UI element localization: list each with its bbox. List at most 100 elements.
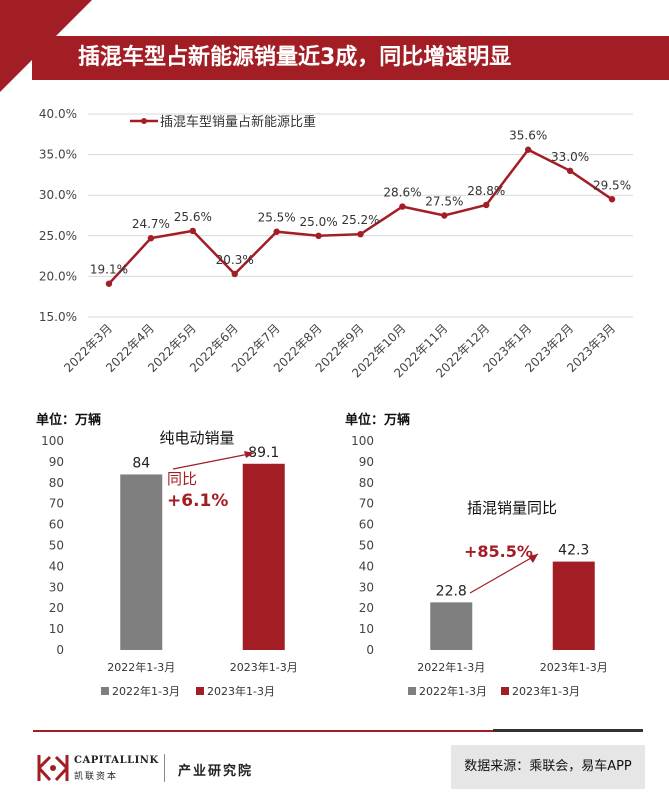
legend-swatch-2022 [101, 687, 109, 695]
bev-growth-label-line2: +6.1% [167, 491, 228, 511]
data-label: 25.6% [174, 210, 212, 224]
x-tick-label: 2023年1-3月 [230, 660, 298, 674]
data-point [357, 230, 364, 238]
growth-arrow [172, 452, 255, 470]
footer-divider [33, 730, 493, 732]
legend-label: 插混车型销量占新能源比重 [160, 114, 316, 130]
y-tick-label: 70 [359, 497, 374, 511]
bar [430, 602, 473, 650]
y-tick-label: 10 [49, 622, 64, 636]
legend-swatch-2022 [408, 687, 416, 695]
bar [242, 463, 285, 650]
data-label: 29.5% [593, 178, 631, 192]
data-point [483, 201, 490, 209]
logo-separator [164, 754, 165, 782]
data-point [105, 280, 113, 287]
data-source: 数据来源：乘联会，易车APP [451, 745, 645, 789]
data-point [399, 203, 406, 210]
legend-label-2023: 2023年1-3月 [512, 684, 580, 698]
bar-value-label: 84 [132, 455, 150, 471]
y-tick-label: 25.0% [39, 229, 77, 243]
phev-growth-label: +85.5% [464, 542, 533, 561]
growth-arrowhead [528, 554, 538, 563]
data-point [524, 146, 532, 153]
x-tick-label: 2023年1-3月 [540, 660, 608, 674]
data-label: 35.6% [509, 129, 547, 143]
legend: 插混车型销量占新能源比重 [130, 114, 316, 130]
y-tick-label: 20.0% [39, 269, 77, 283]
legend-swatch-2023 [196, 687, 204, 695]
right-unit-label: 单位：万辆 [345, 413, 411, 428]
y-tick-label: 30 [359, 580, 374, 594]
y-tick-label: 0 [56, 643, 64, 657]
logo-cn: 凯联资本 [74, 772, 119, 782]
data-point [566, 167, 574, 175]
legend-swatch-2023 [501, 687, 509, 695]
legend-label-2022: 2022年1-3月 [112, 684, 180, 698]
bev-growth-label-line1: 同比 [167, 470, 197, 488]
data-point [608, 196, 616, 203]
data-point [273, 228, 280, 235]
y-tick-label: 40 [49, 559, 64, 573]
data-point [147, 235, 155, 242]
y-tick-label: 20 [359, 601, 374, 615]
legend: 2022年1-3月 2023年1-3月 [101, 684, 275, 698]
y-tick-label: 15.0% [39, 310, 77, 324]
data-label: 28.6% [383, 186, 421, 200]
y-tick-label: 35.0% [39, 148, 77, 162]
data-label: 25.0% [300, 215, 338, 229]
phev-chart-title: 插混销量同比 [467, 499, 557, 517]
data-point [441, 212, 448, 219]
dept-name: 产业研究院 [178, 764, 254, 779]
y-tick-label: 100 [41, 434, 64, 448]
y-tick-label: 80 [359, 476, 374, 490]
left-unit-label: 单位：万辆 [36, 413, 102, 428]
growth-arrowhead [244, 451, 254, 458]
data-point [231, 270, 238, 278]
y-tick-label: 40.0% [39, 107, 77, 121]
data-point [189, 227, 197, 235]
y-tick-label: 60 [49, 518, 64, 532]
footer-divider-dark [493, 729, 643, 732]
legend-label-2023: 2023年1-3月 [207, 684, 275, 698]
data-label: 19.1% [90, 263, 128, 277]
y-tick-label: 50 [359, 539, 374, 553]
bar-value-label: 89.1 [248, 445, 279, 461]
legend-label-2022: 2022年1-3月 [419, 684, 487, 698]
title-bar [32, 36, 669, 80]
logo-brand: CAPITALLINK [74, 755, 159, 766]
x-tick-label: 2022年1-3月 [417, 660, 485, 674]
y-tick-label: 80 [49, 476, 64, 490]
bev-chart-title: 纯电动销量 [159, 429, 234, 447]
capitallink-logo-icon [37, 755, 69, 782]
y-tick-label: 90 [359, 455, 374, 469]
y-tick-label: 90 [49, 455, 64, 469]
legend: 2022年1-3月 2023年1-3月 [408, 684, 580, 698]
data-label: 33.0% [551, 150, 589, 164]
y-tick-label: 10 [359, 622, 374, 636]
bar-value-label: 42.3 [558, 543, 589, 559]
y-tick-label: 0 [366, 643, 374, 657]
bar-value-label: 22.8 [436, 583, 467, 599]
line-chart: 15.0%20.0%25.0%30.0%35.0%40.0% 2022年3月20… [39, 107, 633, 380]
y-tick-label: 50 [49, 539, 64, 553]
x-tick-label: 2022年1-3月 [107, 660, 175, 674]
y-tick-label: 60 [359, 518, 374, 532]
data-label: 25.2% [341, 213, 379, 227]
data-label: 25.5% [258, 211, 296, 225]
page-title: 插混车型占新能源销量近3成，同比增速明显 [78, 45, 512, 70]
bar [552, 561, 595, 650]
data-label: 28.8% [467, 184, 505, 198]
y-tick-label: 20 [49, 601, 64, 615]
y-tick-label: 40 [359, 559, 374, 573]
data-label: 20.3% [216, 253, 254, 267]
y-tick-label: 100 [351, 434, 374, 448]
y-tick-label: 30 [49, 580, 64, 594]
legend-marker [141, 118, 147, 124]
bar [120, 474, 163, 650]
data-label: 24.7% [132, 217, 170, 231]
data-point [315, 232, 322, 239]
y-tick-label: 70 [49, 497, 64, 511]
